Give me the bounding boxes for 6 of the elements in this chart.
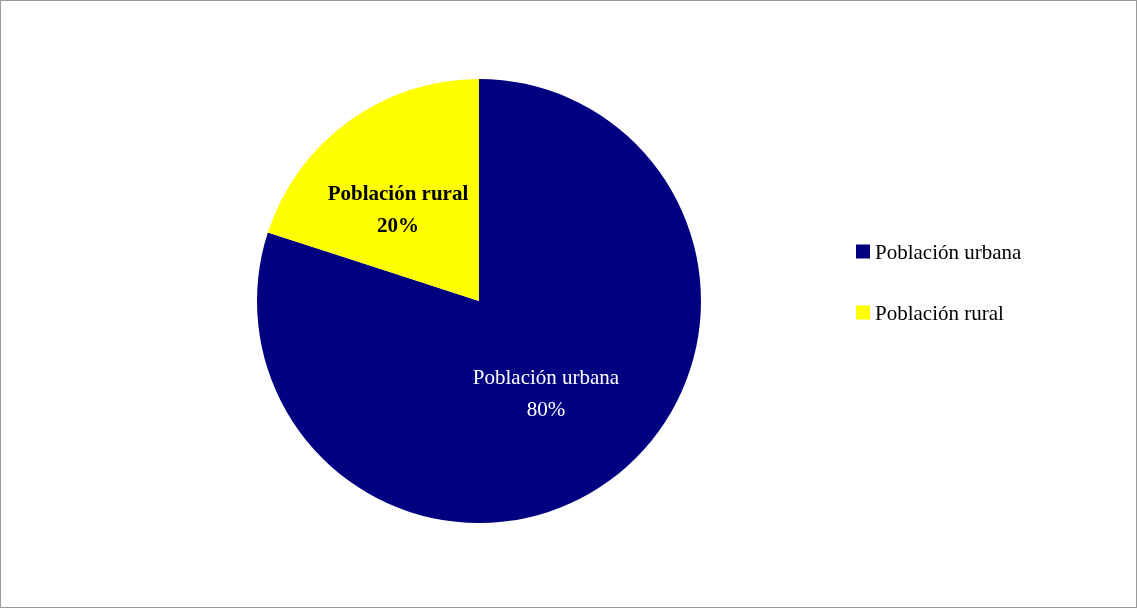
slice-label: Población urbana	[472, 365, 620, 390]
slice-label: Población rural	[327, 180, 469, 205]
data-label: 80%	[526, 397, 566, 422]
data-label: 20%	[376, 212, 419, 237]
legend-label: Población urbana	[875, 239, 1023, 264]
legend-label: Población rural	[875, 300, 1005, 325]
